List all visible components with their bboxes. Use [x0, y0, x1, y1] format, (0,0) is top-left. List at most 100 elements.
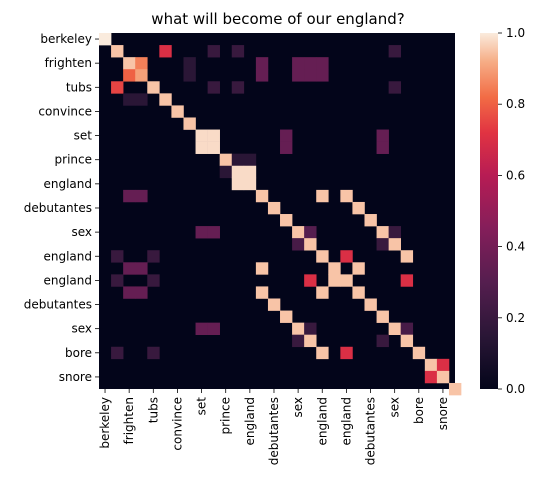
heatmap-cell	[243, 177, 257, 191]
y-tick-label: convince	[38, 104, 92, 118]
heatmap-cell	[147, 250, 160, 263]
heatmap-cell	[123, 189, 136, 203]
heatmap-cell	[316, 189, 329, 203]
x-tick-label: debutantes	[267, 397, 281, 465]
heatmap-cell	[280, 129, 293, 142]
heatmap-cell	[292, 226, 305, 239]
x-tick-label: frighten	[122, 397, 136, 444]
heatmap-cell	[388, 45, 401, 58]
heatmap-cell	[340, 189, 353, 203]
colorbar-tick-label: 0.0	[506, 382, 525, 396]
y-tick-labels: berkeley frighten tubs convince set prince eng…	[24, 32, 99, 384]
x-tick-label: set	[195, 397, 209, 416]
heatmap-cell	[316, 69, 329, 82]
heatmap-cell	[111, 81, 124, 94]
colorbar-tick-label: 0.6	[506, 168, 525, 182]
heatmap-cell	[255, 69, 269, 82]
heatmap-cell	[135, 286, 148, 299]
heatmap-cell	[183, 117, 196, 130]
x-tick-label: prince	[219, 397, 233, 434]
heatmap-cell	[376, 310, 389, 323]
heatmap-cell	[111, 250, 124, 263]
heatmap-cell	[183, 69, 196, 82]
heatmap-cell	[304, 274, 317, 287]
heatmap-cell	[388, 81, 401, 94]
heatmap-cell	[135, 69, 148, 82]
heatmap-cell	[304, 57, 317, 70]
heatmap-cell	[255, 189, 269, 203]
heatmap-cell	[219, 165, 233, 179]
x-tick-label: england	[339, 397, 353, 446]
heatmap-cell	[304, 69, 317, 82]
y-tick-label: sex	[71, 322, 92, 336]
heatmap-cell	[292, 69, 305, 82]
heatmap-cell	[147, 274, 160, 287]
y-tick-label: snore	[59, 370, 92, 384]
heatmap-cell	[135, 93, 148, 106]
heatmap-cell	[364, 298, 377, 311]
heatmap-cell	[352, 262, 365, 275]
y-tick-label: prince	[55, 153, 92, 167]
heatmap-cell	[424, 370, 438, 384]
heatmap-cell	[280, 214, 293, 227]
y-tick-label: debutantes	[24, 298, 92, 312]
heatmap-cell	[340, 274, 353, 287]
heatmap-cell	[135, 189, 148, 203]
colorbar-tick-label: 0.4	[506, 240, 525, 254]
heatmap-cell	[231, 81, 245, 94]
heatmap-cell	[207, 226, 220, 239]
x-tick-label: bore	[412, 397, 426, 424]
heatmap-cell	[376, 129, 389, 142]
heatmap-cell	[147, 346, 160, 360]
heatmap-cell	[280, 310, 293, 323]
y-tick-label: tubs	[66, 80, 92, 94]
x-tick-label: england	[315, 397, 329, 446]
heatmap-cell	[231, 153, 245, 167]
heatmap-cell	[123, 286, 136, 299]
colorbar-tick-label: 0.2	[506, 311, 525, 325]
heatmap-cell	[292, 334, 305, 348]
heatmap-cell	[328, 274, 341, 287]
heatmap-cell	[111, 274, 124, 287]
y-tick-label: set	[74, 129, 93, 143]
x-tick-label: snore	[436, 397, 450, 430]
heatmap-cell	[352, 201, 365, 215]
heatmap-cell	[316, 250, 329, 263]
heatmap-cell	[231, 177, 245, 191]
heatmap-cell	[376, 226, 389, 239]
heatmap-cell	[340, 250, 353, 263]
heatmap-cell	[183, 57, 196, 70]
heatmap-cell	[207, 322, 220, 335]
heatmap-cell	[388, 226, 401, 239]
y-tick-label: sex	[71, 225, 92, 239]
heatmap-cell	[243, 153, 257, 167]
heatmap-cell	[292, 322, 305, 335]
heatmap-cell	[207, 45, 220, 58]
heatmap-cell	[424, 358, 438, 372]
heatmap-cell	[207, 129, 220, 142]
x-tick-label: convince	[170, 397, 184, 451]
heatmap-cell	[448, 382, 462, 396]
x-tick-labels: berkeley frighten tubs convince set prince eng…	[98, 389, 450, 465]
heatmap-cell	[316, 286, 329, 299]
heatmap-cell	[400, 274, 414, 287]
heatmap-cell	[304, 226, 317, 239]
heatmap-cell	[195, 322, 208, 335]
heatmap-cell	[123, 262, 136, 275]
heatmap-cell	[111, 45, 124, 58]
heatmap-cell	[135, 57, 148, 70]
colorbar-tick-label: 1.0	[506, 26, 525, 40]
heatmap-cell	[316, 57, 329, 70]
heatmap-cell	[171, 105, 184, 118]
heatmap-cell	[400, 322, 414, 335]
heatmap-cell	[267, 201, 281, 215]
heatmap-cell	[400, 334, 414, 348]
heatmap-cell	[195, 226, 208, 239]
heatmap-cell	[99, 33, 112, 46]
heatmap-cell	[159, 93, 172, 106]
heatmap-cell	[255, 286, 269, 299]
heatmap-cell	[388, 238, 401, 251]
heatmap-cell	[219, 153, 233, 167]
heatmap-cell	[388, 322, 401, 335]
heatmap-cell	[436, 370, 450, 384]
